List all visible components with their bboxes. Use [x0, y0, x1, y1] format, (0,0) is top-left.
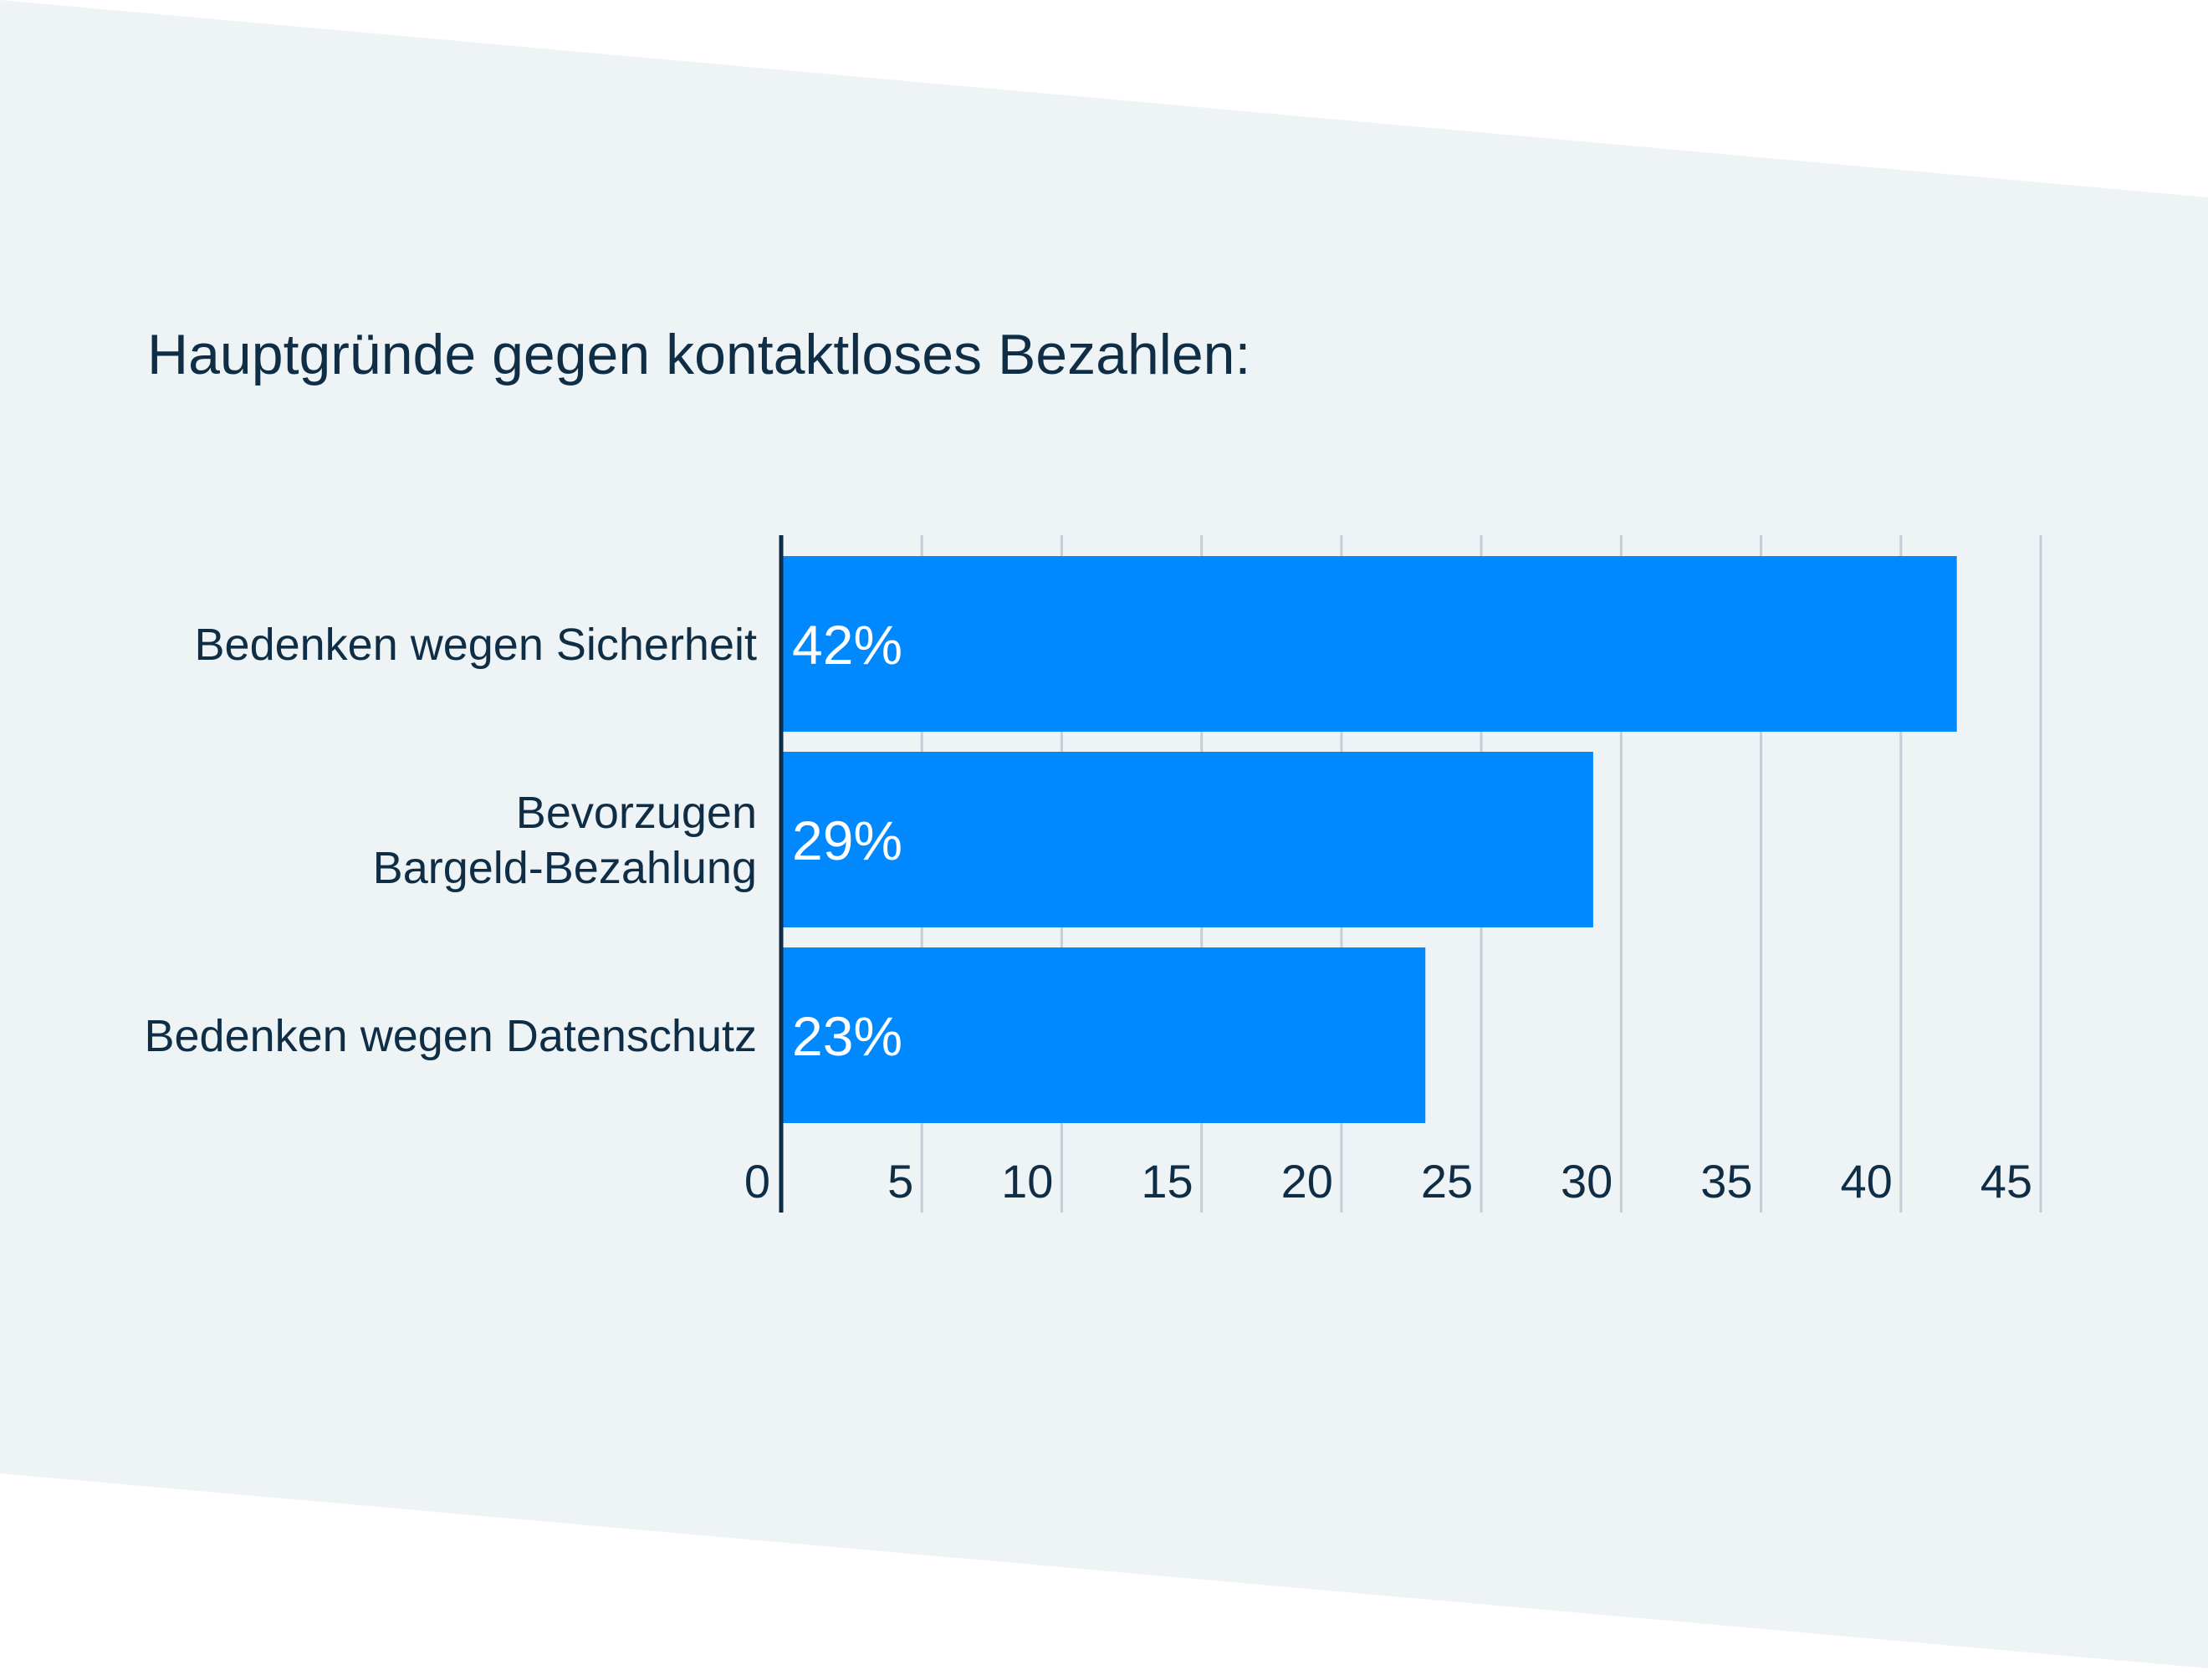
x-tick-label-20: 20: [1281, 1155, 1333, 1208]
bars: [782, 556, 1957, 1123]
x-tick-label-25: 25: [1421, 1155, 1473, 1208]
data-label-0: 42%: [792, 614, 902, 676]
x-tick-label-35: 35: [1700, 1155, 1752, 1208]
category-label-2: Bedenken wegen Datenschutz: [144, 1011, 757, 1061]
category-label-0: Bedenken wegen Sicherheit: [195, 620, 757, 670]
data-label-2: 23%: [792, 1005, 902, 1067]
chart-title: Hauptgründe gegen kontaktloses Bezahlen:: [147, 323, 1251, 386]
x-tick-label-45: 45: [1981, 1155, 2032, 1208]
data-label-1: 29%: [792, 809, 902, 871]
x-tick-label-10: 10: [1001, 1155, 1053, 1208]
x-tick-label-0: 0: [744, 1155, 770, 1208]
x-tick-label-40: 40: [1840, 1155, 1892, 1208]
labels: 0 5 10 15 20 25 30 35 40 45 42% Bedenken wegen Sich…: [144, 614, 2032, 1208]
x-tick-label-5: 5: [887, 1155, 913, 1208]
bar-1: [782, 752, 1593, 927]
bar-0: [782, 556, 1957, 732]
x-tick-label-15: 15: [1141, 1155, 1193, 1208]
category-label-1-line-0: Bevorzugen: [516, 788, 757, 838]
x-tick-label-30: 30: [1561, 1155, 1613, 1208]
category-label-1-line-1: Bargeld-Bezahlung: [373, 843, 757, 893]
bar-2: [782, 947, 1426, 1123]
